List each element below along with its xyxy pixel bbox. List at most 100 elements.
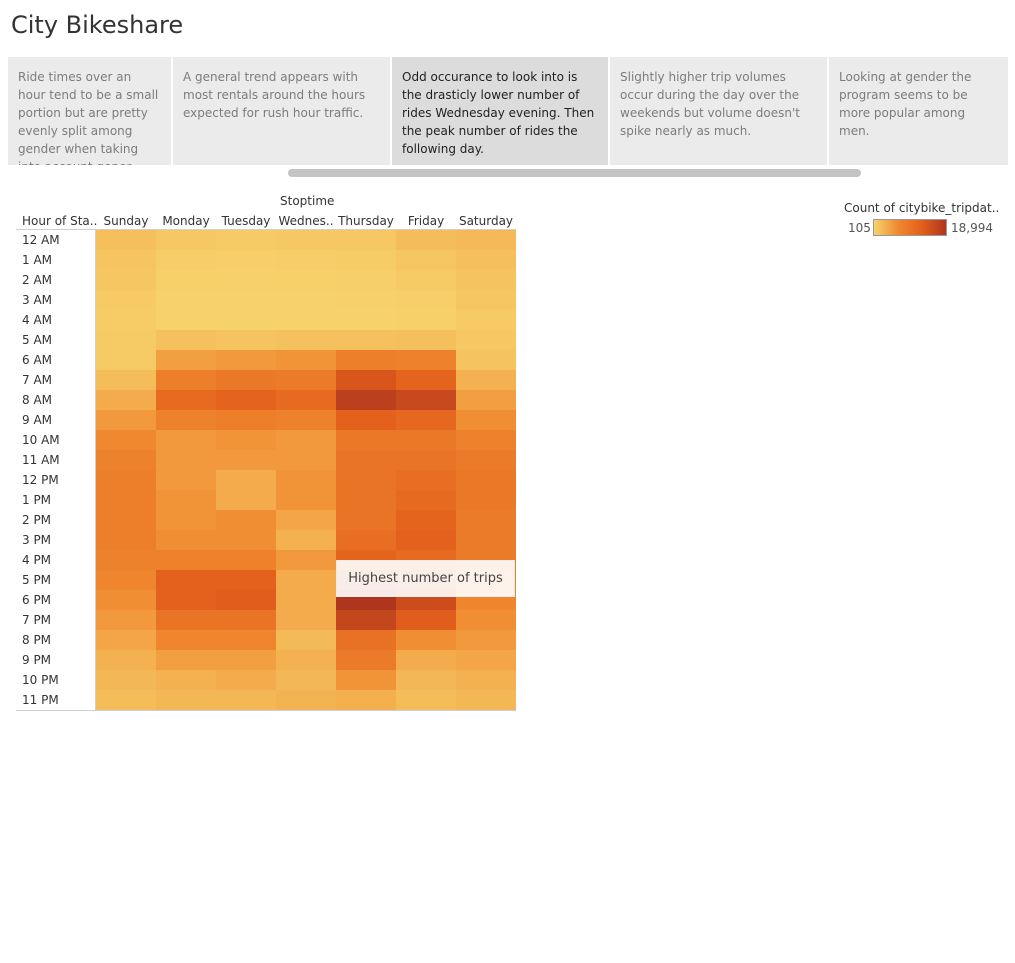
heatmap-cell[interactable] — [456, 270, 516, 290]
heatmap-cell[interactable] — [96, 670, 156, 690]
heatmap-cell[interactable] — [216, 690, 276, 710]
heatmap-cell[interactable] — [216, 290, 276, 310]
heatmap-cell[interactable] — [276, 390, 336, 410]
heatmap-cell[interactable] — [96, 690, 156, 710]
heatmap-cell[interactable] — [216, 250, 276, 270]
heatmap-cell[interactable] — [216, 410, 276, 430]
heatmap-cell[interactable] — [276, 230, 336, 250]
heatmap-cell[interactable] — [276, 290, 336, 310]
heatmap-cell[interactable] — [216, 230, 276, 250]
heatmap-cell[interactable] — [96, 470, 156, 490]
heatmap-cell[interactable] — [96, 590, 156, 610]
heatmap-cell[interactable] — [396, 410, 456, 430]
heatmap-cell[interactable] — [276, 310, 336, 330]
heatmap-cell[interactable] — [96, 230, 156, 250]
heatmap-cell[interactable] — [156, 450, 216, 470]
heatmap-cell[interactable] — [456, 370, 516, 390]
heatmap-cell[interactable] — [216, 450, 276, 470]
heatmap-cell[interactable] — [276, 690, 336, 710]
heatmap-cell[interactable] — [456, 250, 516, 270]
heatmap-cell[interactable] — [396, 470, 456, 490]
heatmap-cell[interactable] — [276, 550, 336, 570]
heatmap-cell[interactable] — [216, 370, 276, 390]
row-header-label[interactable]: Hour of Sta.. — [22, 214, 98, 228]
heatmap-cell[interactable] — [336, 330, 396, 350]
heatmap-cell[interactable] — [336, 630, 396, 650]
heatmap-cell[interactable] — [96, 310, 156, 330]
heatmap-cell[interactable] — [156, 690, 216, 710]
heatmap-cell[interactable] — [396, 450, 456, 470]
heatmap-cell[interactable] — [156, 570, 216, 590]
heatmap-cell[interactable] — [396, 350, 456, 370]
story-point-4[interactable]: Slightly higher trip volumes occur durin… — [610, 57, 827, 165]
story-scrollbar[interactable] — [288, 169, 861, 177]
heatmap-cell[interactable] — [456, 350, 516, 370]
heatmap-cell[interactable] — [456, 670, 516, 690]
heatmap-cell[interactable] — [96, 370, 156, 390]
heatmap-cell[interactable] — [156, 670, 216, 690]
heatmap-cell[interactable] — [96, 350, 156, 370]
heatmap-cell[interactable] — [156, 430, 216, 450]
heatmap-cell[interactable] — [396, 490, 456, 510]
heatmap-cell[interactable] — [456, 490, 516, 510]
heatmap-cell[interactable] — [396, 370, 456, 390]
heatmap-cell[interactable] — [156, 530, 216, 550]
heatmap-cell[interactable] — [156, 250, 216, 270]
heatmap-cell[interactable] — [96, 650, 156, 670]
heatmap-cell[interactable] — [156, 410, 216, 430]
heatmap-cell[interactable] — [216, 470, 276, 490]
heatmap-cell[interactable] — [156, 390, 216, 410]
heatmap-cell[interactable] — [96, 290, 156, 310]
heatmap-cell[interactable] — [96, 250, 156, 270]
heatmap-cell[interactable] — [396, 630, 456, 650]
heatmap-cell[interactable] — [396, 250, 456, 270]
story-point-3[interactable]: Odd occurance to look into is the drasti… — [392, 57, 608, 165]
heatmap-cell[interactable] — [216, 330, 276, 350]
story-point-2[interactable]: A general trend appears with most rental… — [173, 57, 390, 165]
heatmap-cell[interactable] — [156, 590, 216, 610]
heatmap-cell[interactable] — [96, 490, 156, 510]
heatmap-cell[interactable] — [156, 330, 216, 350]
heatmap-cell[interactable] — [216, 270, 276, 290]
heatmap-cell[interactable] — [336, 250, 396, 270]
heatmap-cell[interactable] — [336, 510, 396, 530]
heatmap-cell[interactable] — [276, 430, 336, 450]
heatmap-cell[interactable] — [96, 510, 156, 530]
heatmap-cell[interactable] — [456, 690, 516, 710]
heatmap-cell[interactable] — [96, 630, 156, 650]
heatmap-cell[interactable] — [276, 530, 336, 550]
heatmap-cell[interactable] — [276, 570, 336, 590]
heatmap-cell[interactable] — [456, 530, 516, 550]
heatmap-cell[interactable] — [96, 530, 156, 550]
heatmap-cell[interactable] — [396, 530, 456, 550]
heatmap-cell[interactable] — [276, 330, 336, 350]
heatmap-cell[interactable] — [336, 430, 396, 450]
heatmap-cell[interactable] — [156, 650, 216, 670]
heatmap-cell[interactable] — [156, 630, 216, 650]
heatmap-cell[interactable] — [276, 350, 336, 370]
heatmap-cell[interactable] — [276, 630, 336, 650]
heatmap-cell[interactable] — [216, 350, 276, 370]
heatmap-cell[interactable] — [396, 390, 456, 410]
heatmap-cell[interactable] — [96, 450, 156, 470]
heatmap-cell[interactable] — [396, 230, 456, 250]
heatmap-cell[interactable] — [156, 490, 216, 510]
heatmap-cell[interactable] — [336, 470, 396, 490]
heatmap-cell[interactable] — [276, 490, 336, 510]
heatmap-cell[interactable] — [456, 630, 516, 650]
heatmap-cell[interactable] — [456, 310, 516, 330]
heatmap-cell[interactable] — [456, 230, 516, 250]
heatmap-cell[interactable] — [336, 350, 396, 370]
heatmap-cell[interactable] — [456, 390, 516, 410]
heatmap-cell[interactable] — [456, 290, 516, 310]
heatmap-cell[interactable] — [336, 290, 396, 310]
heatmap-cell[interactable] — [456, 610, 516, 630]
heatmap-cell[interactable] — [276, 370, 336, 390]
heatmap-cell[interactable] — [396, 670, 456, 690]
heatmap-cell[interactable] — [216, 430, 276, 450]
heatmap-cell[interactable] — [456, 650, 516, 670]
heatmap-cell[interactable] — [96, 430, 156, 450]
heatmap-cell[interactable] — [96, 330, 156, 350]
heatmap-cell[interactable] — [216, 670, 276, 690]
heatmap-cell[interactable] — [276, 250, 336, 270]
